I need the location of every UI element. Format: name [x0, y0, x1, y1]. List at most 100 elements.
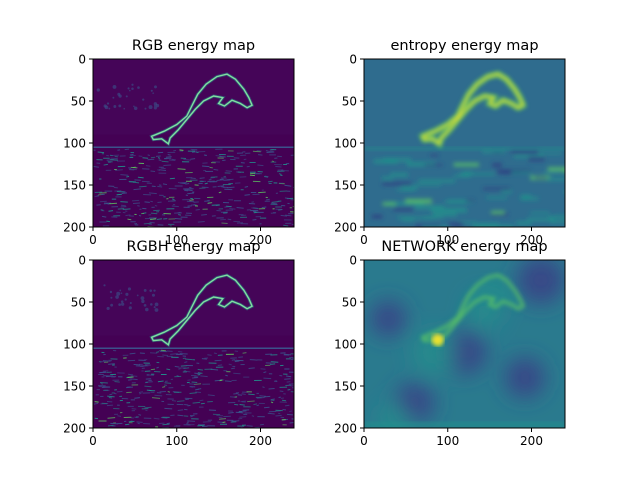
entropy-band	[381, 176, 393, 181]
entropy-band	[459, 172, 495, 176]
sea-texture-stroke	[93, 402, 99, 405]
entropy-band	[418, 179, 456, 183]
sea-texture-stroke	[171, 399, 177, 402]
cloud-texture-speck	[108, 107, 111, 110]
entropy-band	[433, 212, 457, 217]
sea-texture-stroke	[251, 207, 259, 210]
cloud-texture-speck	[109, 290, 113, 294]
entropy-band	[414, 205, 444, 210]
x-tick-label: 100	[165, 434, 188, 448]
cloud-texture-speck	[149, 289, 153, 293]
cloud-texture-speck	[106, 306, 110, 311]
sea-texture-stroke	[191, 381, 198, 384]
sea-texture-stroke	[164, 382, 172, 384]
sea-texture-stroke	[120, 174, 129, 176]
sea-texture-stroke	[144, 385, 152, 388]
sea-texture-stroke	[124, 423, 130, 426]
sea-texture-stroke	[177, 211, 181, 214]
sea-texture-stroke	[114, 155, 119, 158]
heatmap-sea-texture	[93, 148, 294, 227]
x-tick-label: 0	[360, 434, 368, 448]
cloud-texture-speck	[133, 106, 138, 111]
cloud-texture-speck	[153, 289, 156, 292]
sea-texture-stroke	[228, 363, 232, 366]
sea-texture-stroke	[228, 412, 234, 414]
sea-texture-stroke	[190, 177, 196, 180]
cloud-texture-speck	[116, 291, 121, 296]
sea-texture-stroke	[178, 351, 183, 353]
heatmap-dolphin-edge	[150, 274, 254, 346]
entropy-band	[382, 181, 411, 186]
sea-texture-stroke	[284, 378, 291, 380]
sea-texture-stroke	[293, 161, 294, 163]
sea-texture-stroke	[229, 208, 236, 210]
sea-texture-stroke	[184, 361, 188, 363]
cloud-texture-speck	[153, 306, 156, 309]
sea-texture-stroke	[247, 400, 255, 403]
sea-texture-stroke	[138, 392, 142, 395]
x-tick-label: 100	[165, 233, 188, 247]
y-tick-label: 150	[334, 179, 357, 193]
sea-texture-stroke	[248, 367, 255, 370]
sea-texture-stroke	[168, 159, 175, 161]
sea-texture-stroke	[114, 381, 120, 383]
sea-texture-stroke	[185, 398, 190, 400]
cloud-texture-speck	[110, 303, 114, 307]
y-tick-label: 150	[334, 380, 357, 394]
sea-texture-stroke	[102, 215, 107, 218]
entropy-band	[513, 154, 544, 158]
sea-texture-stroke	[242, 352, 247, 354]
cloud-texture-speck	[141, 299, 145, 304]
sea-texture-stroke	[142, 157, 149, 159]
sea-texture-stroke	[116, 193, 122, 196]
sea-texture-stroke	[207, 394, 215, 397]
entropy-band	[472, 225, 487, 227]
entropy-band	[483, 224, 514, 227]
sea-texture-stroke	[125, 214, 131, 217]
cloud-texture-speck	[129, 301, 132, 305]
sea-texture-stroke	[271, 201, 279, 203]
y-tick-label: 150	[63, 380, 86, 394]
entropy-band	[406, 161, 435, 167]
x-tick-label: 200	[520, 434, 543, 448]
sea-texture-stroke	[231, 367, 236, 370]
sea-texture-stroke	[219, 379, 223, 382]
y-tick-label: 50	[71, 95, 86, 109]
sea-texture-stroke	[221, 186, 225, 188]
cloud-texture-speck	[144, 107, 147, 110]
sea-texture-stroke	[289, 410, 293, 413]
sea-texture-stroke	[199, 399, 204, 402]
sea-texture-stroke	[261, 206, 267, 209]
sea-texture-stroke	[225, 374, 228, 377]
cloud-texture-speck	[145, 307, 149, 312]
x-tick-label: 200	[520, 233, 543, 247]
sea-texture-stroke	[128, 373, 134, 376]
heatmap-image	[364, 260, 565, 428]
sea-texture-stroke	[174, 365, 180, 368]
y-tick-label: 200	[334, 221, 357, 235]
entropy-band	[387, 201, 425, 206]
cloud-texture-speck	[128, 306, 132, 310]
sea-texture-stroke	[162, 183, 168, 186]
y-tick-label: 0	[349, 254, 357, 268]
sea-texture-stroke	[267, 180, 273, 183]
entropy-band	[516, 221, 531, 226]
sea-texture-stroke	[264, 395, 271, 398]
entropy-band	[444, 201, 473, 204]
entropy-band	[528, 156, 545, 162]
heatmap-image	[93, 260, 294, 428]
sea-texture-stroke	[108, 396, 113, 399]
cloud-texture-speck	[136, 294, 139, 297]
sea-texture-stroke	[150, 218, 157, 220]
sea-texture-stroke	[114, 190, 122, 192]
entropy-band	[527, 217, 555, 222]
sea-texture-stroke	[200, 375, 208, 378]
sea-texture-stroke	[283, 353, 292, 356]
sea-texture-stroke	[190, 197, 194, 200]
sea-texture-stroke	[147, 154, 150, 156]
sea-texture-stroke	[137, 205, 140, 207]
entropy-band	[511, 150, 539, 154]
cloud-texture-speck	[125, 95, 128, 98]
cloud-texture-speck	[148, 105, 153, 110]
cloud-texture-speck	[137, 86, 140, 89]
